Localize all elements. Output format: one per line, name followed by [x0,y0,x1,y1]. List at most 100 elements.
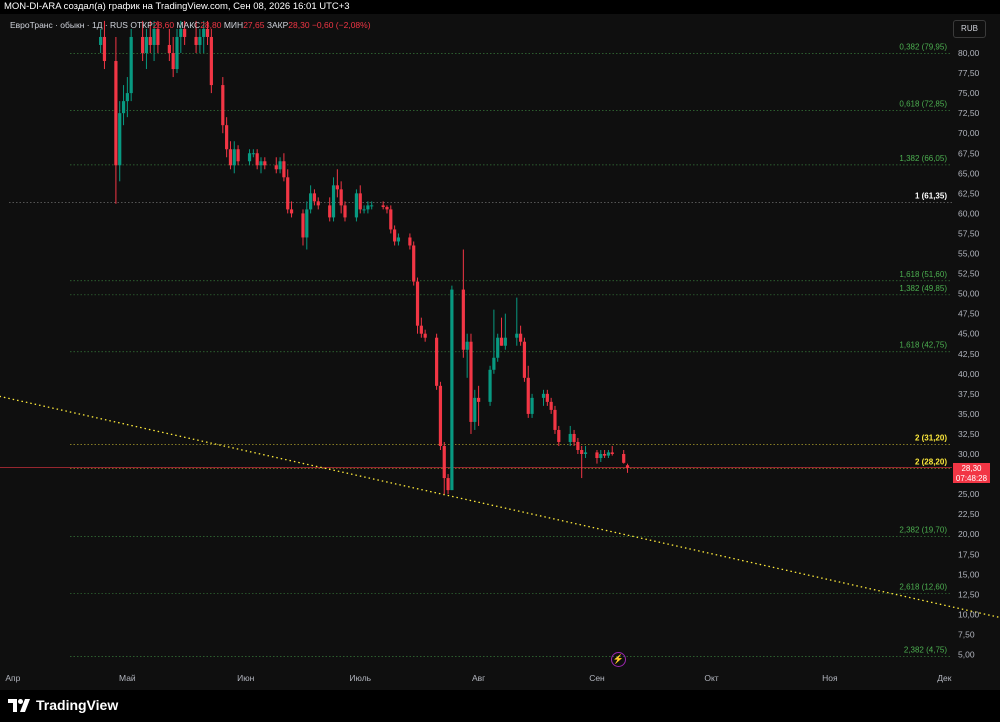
candle-body [526,377,530,414]
candle-body [263,161,267,166]
fib-level-label: 2 (28,20) [915,457,947,466]
legend-low-label: МИН [223,20,244,30]
candle-body [121,101,126,114]
x-axis-tick-label: Май [119,673,136,683]
legend-high-label: МАКС [176,20,201,30]
y-axis-tick-label: 47,50 [958,309,980,319]
candle-body [553,409,557,430]
candle-body [492,357,496,370]
candle-body [316,201,320,206]
candle-body [301,213,305,238]
candle-body [114,61,118,166]
legend-low: 27,65 [243,20,265,30]
bar-countdown: 07:48:28 [955,473,988,483]
candle-body [236,149,240,162]
candle-body [408,237,412,246]
candle-body [488,369,492,402]
x-axis-tick-label: Окт [704,673,718,683]
y-axis-tick-label: 32,50 [958,429,980,439]
candle-body [580,449,584,454]
candle-body [289,209,294,214]
candle-body [194,36,198,45]
candle-body [102,36,107,62]
candle-body [366,205,370,210]
candle-body [396,237,401,242]
fib-level-label: 2,618 (12,60) [899,583,947,592]
y-axis-tick-label: 7,50 [958,629,975,639]
y-axis-tick-label: 17,50 [958,549,980,559]
events-flash-icon[interactable]: ⚡ [611,652,626,667]
candle-body [499,337,504,346]
candle-body [446,478,450,491]
candle-body [228,149,233,166]
candle-body [389,209,393,230]
candle-body [412,245,416,282]
candle-body [225,125,229,150]
y-axis-tick-label: 77,50 [958,68,980,78]
x-axis-tick-label: Дек [937,673,951,683]
fib-level-label: 1,382 (66,05) [899,154,947,163]
candle-body [99,36,103,45]
candle-body [461,289,465,350]
last-price-value: 28,30 [961,464,982,473]
candle-body [530,397,534,414]
currency-button[interactable]: RUB [953,20,986,38]
candle-body [541,393,546,398]
candle-body [354,193,359,218]
y-axis-tick-label: 45,00 [958,329,980,339]
x-axis-tick-label: Авг [472,673,485,683]
candle-body [156,28,160,45]
candle-body [209,36,213,86]
candle-body [255,153,259,166]
y-axis-tick-label: 12,50 [958,589,980,599]
candle-body [205,28,210,37]
fib-level-label: 1,618 (51,60) [899,270,947,279]
candle-body [259,161,263,166]
y-axis-tick-label: 50,00 [958,289,980,299]
candle-body [423,333,427,338]
candle-body [286,177,290,210]
symbol-legend: ЕвроТранс · обыкн · 1Д · RUS ОТКР28,60 М… [10,20,371,30]
candle-body [179,28,183,37]
y-axis-tick-label: 72,50 [958,108,980,118]
candle-body [198,36,202,45]
price-axis [952,14,1000,690]
fib-level-label: 1 (61,35) [915,192,947,201]
price-chart[interactable]: 0,382 (79,95) 0,618 (72,85) 1,382 (66,05) 1… [0,14,1000,690]
y-axis-tick-label: 75,00 [958,88,980,98]
candle-body [610,452,614,454]
candle-body [435,337,439,386]
y-axis-tick-label: 40,00 [958,369,980,379]
candle-body [442,445,446,479]
candle-body [370,205,374,207]
footer-bar [0,690,1000,722]
y-axis-tick-label: 57,50 [958,228,980,238]
y-axis-tick-label: 25,00 [958,489,980,499]
y-axis-tick-label: 67,50 [958,148,980,158]
candle-body [129,36,133,94]
candle-body [385,206,389,210]
y-axis-tick-label: 60,00 [958,208,980,218]
candle-body [358,193,362,210]
fib-level-label: 0,618 (72,85) [899,99,947,108]
tradingview-logo[interactable]: TradingView [8,697,118,713]
y-axis-tick-label: 20,00 [958,529,980,539]
header-text: MON-DI-ARA создал(а) график на TradingVi… [4,1,350,12]
x-axis-tick-label: Сен [589,673,605,683]
candle-body [503,337,507,346]
x-axis-tick-label: Апр [5,673,20,683]
fib-level-label: 2 (31,20) [915,433,947,442]
legend-high: 28,80 [200,20,222,30]
candle-body [519,333,523,342]
y-axis-tick-label: 80,00 [958,48,980,58]
candle-body [339,189,343,206]
y-axis-tick-label: 37,50 [958,389,980,399]
fib-level-label: 1,382 (49,85) [899,284,947,293]
y-axis-tick-label: 30,00 [958,449,980,459]
candle-body [144,36,149,53]
candle-body [438,385,443,446]
candle-body [335,185,339,190]
candle-body [465,341,469,350]
x-axis-tick-label: Июн [237,673,254,683]
candle-body [599,454,603,459]
